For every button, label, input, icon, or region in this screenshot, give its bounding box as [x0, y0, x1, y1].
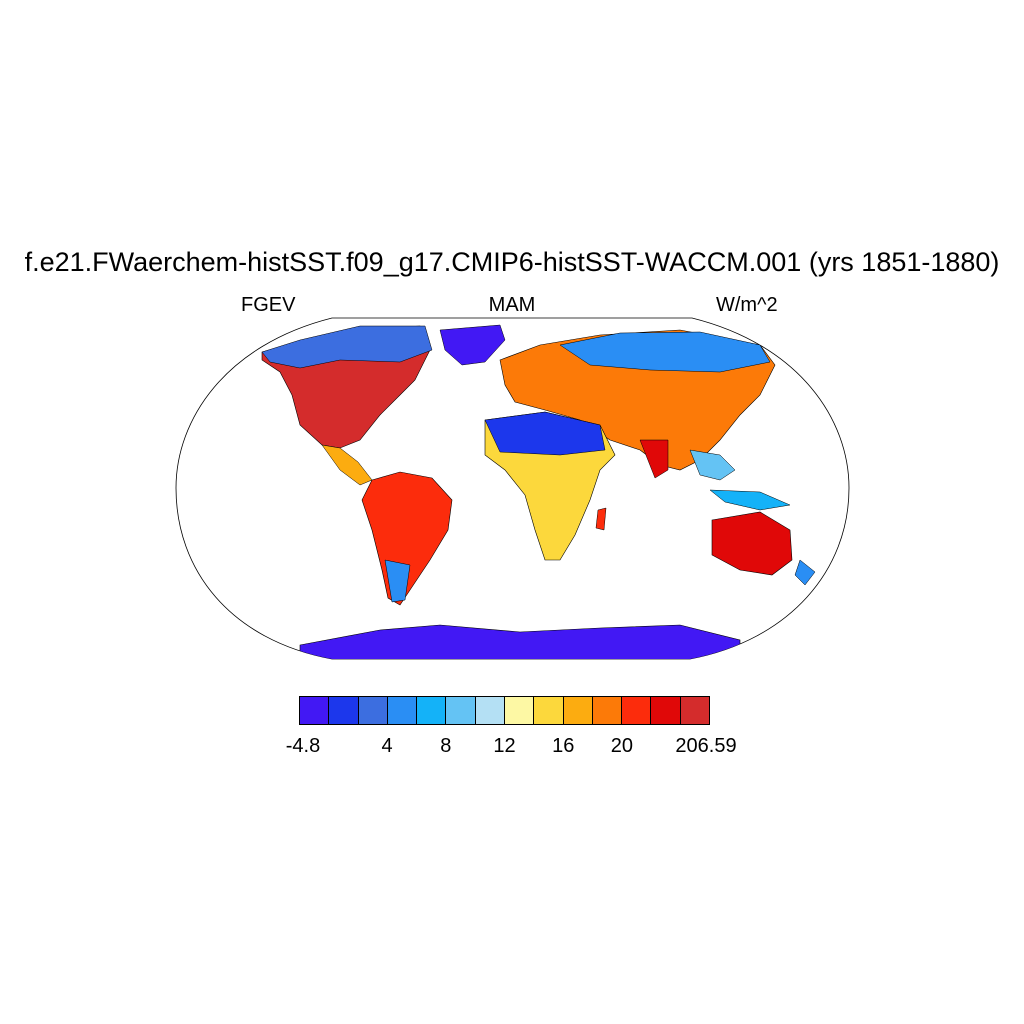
colorbar-box [446, 697, 476, 724]
land-siberia [559, 331, 771, 373]
colorbar-tick-label: 8 [440, 735, 452, 757]
land-india [639, 439, 669, 479]
colorbar-box [622, 697, 652, 724]
land-australia [711, 511, 793, 576]
colorbar-box [563, 697, 593, 724]
colorbar-box [534, 697, 564, 724]
colorbar-tick-label: 206.59 [675, 735, 737, 757]
colorbar-box [651, 697, 681, 724]
colorbar-box [680, 697, 709, 724]
colorbar-tick-label: 12 [493, 735, 516, 757]
plot-title: f.e21.FWaerchem-histSST.f09_g17.CMIP6-hi… [24, 247, 1000, 277]
colorbar-tick-label: 20 [610, 735, 634, 757]
colorbar [299, 696, 710, 725]
colorbar-box [329, 697, 359, 724]
land-new-zealand [794, 559, 816, 586]
land-patagonia [384, 559, 411, 603]
land-indonesia [709, 489, 791, 511]
colorbar-tick-label: 16 [552, 735, 575, 757]
land-south-america [361, 471, 453, 606]
colorbar-box [300, 697, 330, 724]
colorbar-box [504, 697, 535, 724]
colorbar-box [417, 697, 447, 724]
land-canada-north [261, 325, 433, 369]
colorbar-tick-label: -4.8 [285, 735, 321, 757]
colorbar-box [387, 697, 418, 724]
land-antarctica [299, 624, 741, 659]
land-greenland [439, 324, 506, 366]
left-string: FGEV [241, 294, 296, 316]
colorbar-box [475, 697, 505, 724]
land-madagascar [595, 507, 607, 531]
colorbar-tick-label: 4 [381, 735, 393, 757]
land-fill-group [261, 324, 816, 659]
center-string: MAM [488, 294, 536, 316]
colorbar-box [592, 697, 623, 724]
colorbar-box [358, 697, 388, 724]
right-string: W/m^2 [716, 294, 778, 316]
land-sahara [484, 411, 606, 456]
land-southeast-asia [689, 449, 736, 481]
